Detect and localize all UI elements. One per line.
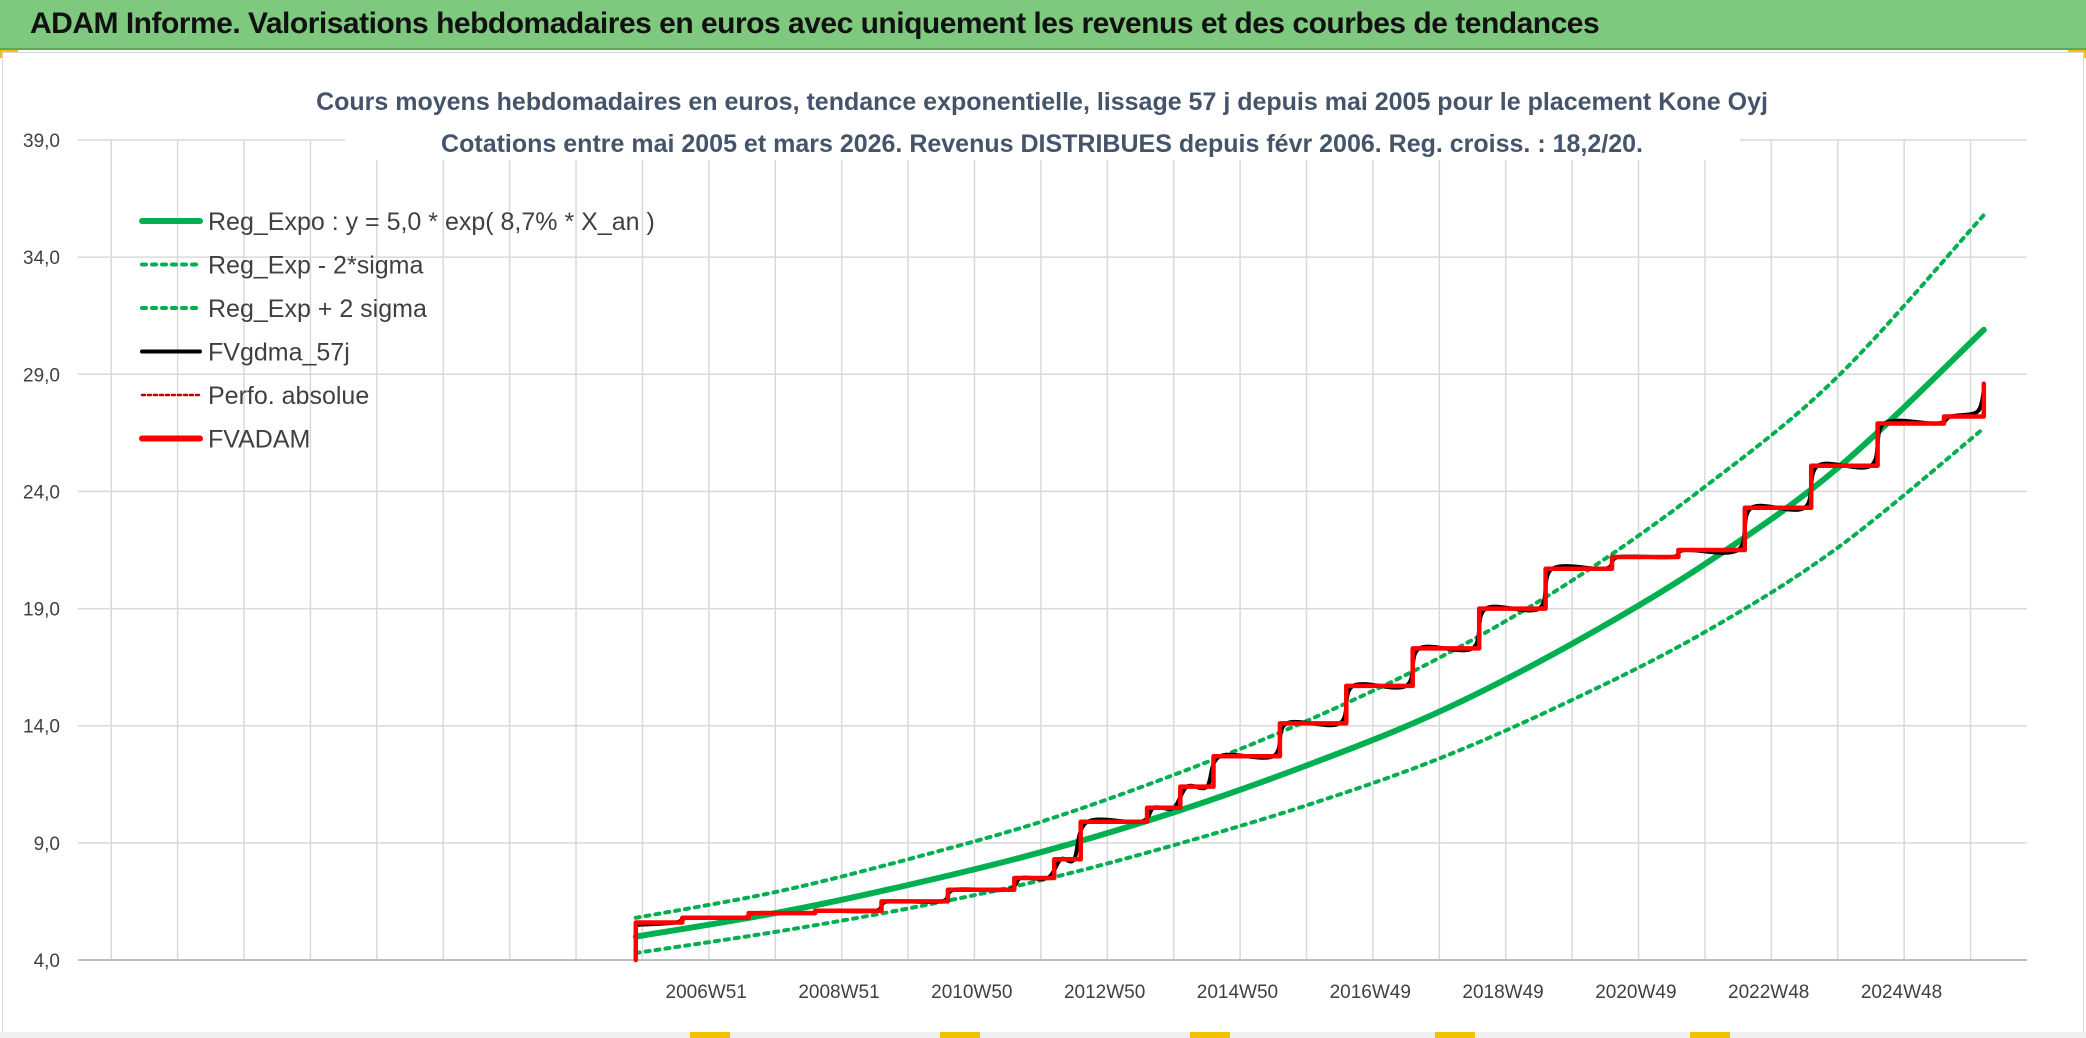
x-tick-label: 2018W49: [1462, 982, 1543, 1003]
legend-label: FVgdma_57j: [208, 339, 350, 367]
bottom-mark-3: [1190, 1032, 1230, 1038]
x-tick-label: 2014W50: [1197, 982, 1278, 1003]
y-tick-label: 14,0: [23, 717, 60, 738]
x-tick-label: 2022W48: [1728, 982, 1809, 1003]
series-line-fvgdma-57j: [633, 388, 1986, 927]
chart-title-line2: Cotations entre mai 2005 et mars 2026. R…: [441, 130, 1643, 158]
legend-label: Perfo. absolue: [208, 382, 369, 410]
legend-label: FVADAM: [208, 426, 310, 454]
series-line-reg-exp-2-sigma: [633, 426, 1986, 955]
bottom-strip: [0, 1032, 2086, 1038]
chart-title-line1: Cours moyens hebdomadaires en euros, ten…: [316, 88, 1768, 116]
report-header: ADAM Informe. Valorisations hebdomadaire…: [0, 0, 2086, 50]
axis-layer: 4,0 9,0 14,0 19,0 24,0 29,0 34,0 39,0 2006W51 200…: [23, 131, 2027, 1003]
y-tick-label: 39,0: [23, 131, 60, 152]
x-tick-label: 2024W48: [1861, 982, 1942, 1003]
x-tick-label: 2012W50: [1064, 982, 1145, 1003]
x-tick-label: 2016W49: [1330, 982, 1411, 1003]
x-tick-label: 2020W49: [1595, 982, 1676, 1003]
legend-label: Reg_Exp + 2 sigma: [208, 295, 427, 323]
legend-label: Reg_Expo : y = 5,0 * exp( 8,7% * X_an ): [208, 208, 655, 236]
bottom-mark-5: [1690, 1032, 1730, 1038]
y-tick-label: 4,0: [34, 951, 60, 972]
bottom-mark-2: [940, 1032, 980, 1038]
series-line-fvadam: [633, 381, 1987, 963]
y-tick-label: 34,0: [23, 248, 60, 269]
series-line-reg-exp-2-sigma: [633, 213, 1986, 920]
y-tick-label: 19,0: [23, 600, 60, 621]
x-tick-label: 2008W51: [798, 982, 879, 1003]
legend-label: Reg_Exp - 2*sigma: [208, 252, 423, 280]
y-tick-label: 24,0: [23, 482, 60, 503]
y-tick-label: 9,0: [34, 834, 60, 855]
title-background: [345, 82, 1740, 160]
y-tick-label: 29,0: [23, 365, 60, 386]
bottom-mark-1: [690, 1032, 730, 1038]
report-title: ADAM Informe. Valorisations hebdomadaire…: [30, 7, 1600, 40]
x-tick-label: 2006W51: [666, 982, 747, 1003]
series-line-reg-expo-y-5-0-exp-8-7-x-an: [632, 326, 1987, 940]
bottom-mark-4: [1435, 1032, 1475, 1038]
x-tick-label: 2010W50: [931, 982, 1012, 1003]
chart-legend: Reg_Expo : y = 5,0 * exp( 8,7% * X_an ) R…: [139, 208, 655, 454]
series-layer: [632, 213, 1987, 963]
